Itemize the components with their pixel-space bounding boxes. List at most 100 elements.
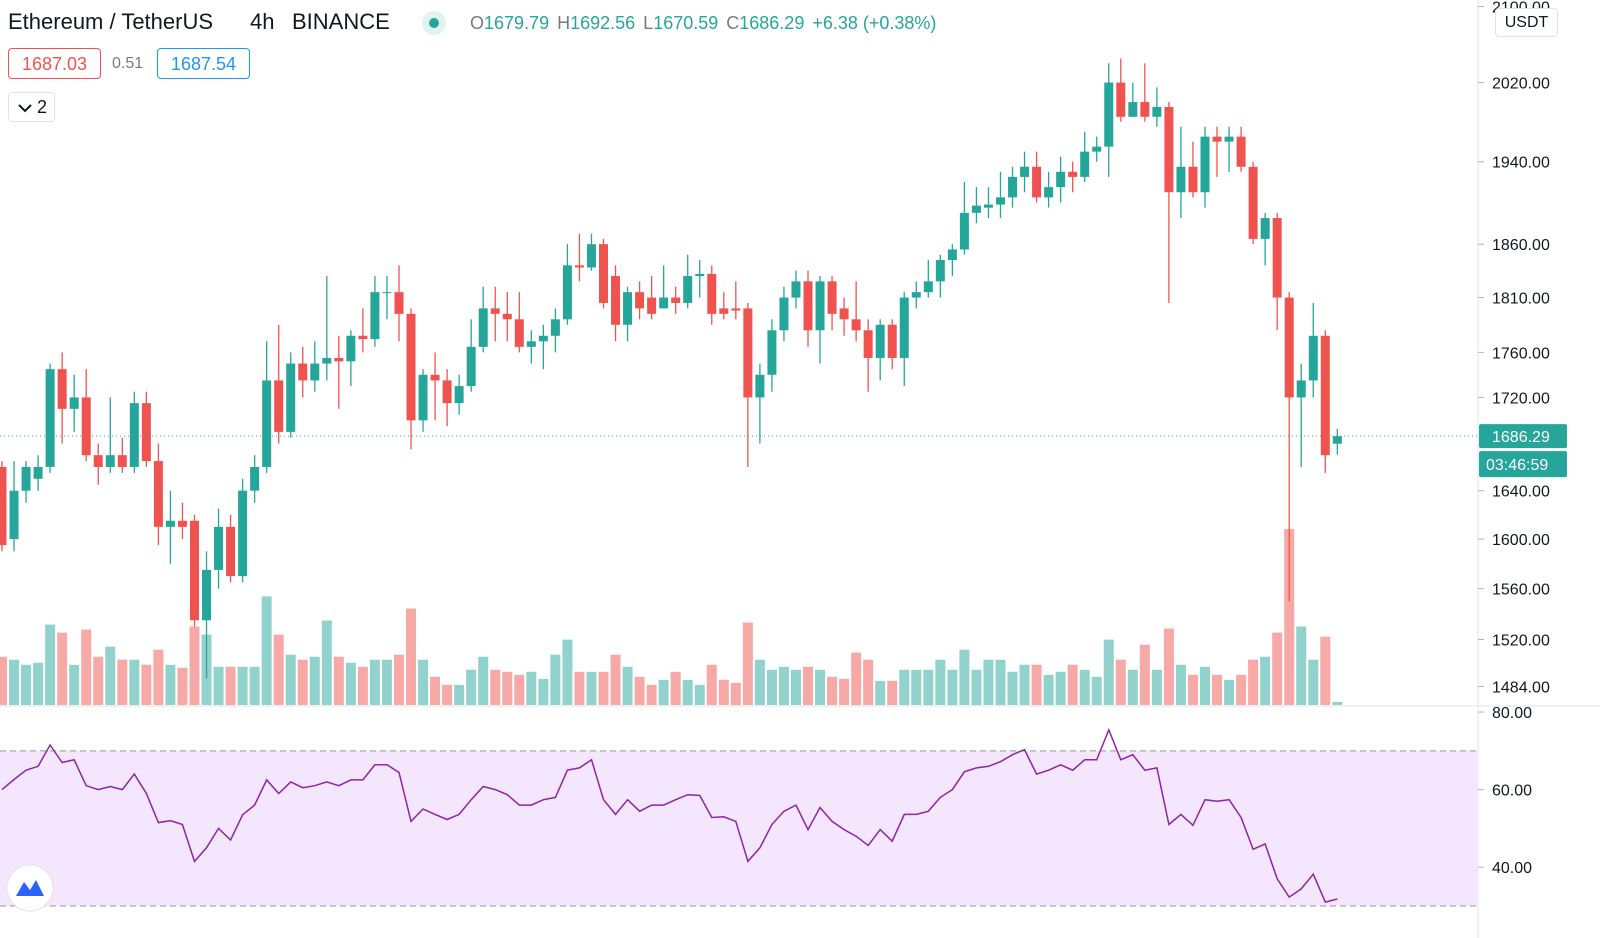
y-tick-label: 1810.00 xyxy=(1492,291,1550,308)
logo[interactable] xyxy=(6,864,54,912)
candle-body xyxy=(767,330,777,375)
volume-bar xyxy=(1260,656,1271,705)
sell-button[interactable]: 1687.03 xyxy=(8,48,101,79)
ohlc-value: 1692.56 xyxy=(570,13,636,33)
volume-bar xyxy=(1248,659,1259,705)
candle-body xyxy=(611,276,621,325)
candle-body xyxy=(250,466,260,491)
candle-body xyxy=(1044,187,1054,198)
volume-bar xyxy=(129,659,140,705)
volume-bar xyxy=(766,669,777,705)
volume-bar xyxy=(899,669,910,705)
volume-bar xyxy=(1127,669,1138,705)
volume-bar xyxy=(1236,674,1247,705)
candle-body xyxy=(226,526,236,577)
volume-bar xyxy=(851,652,862,705)
volume-bar xyxy=(706,664,717,705)
candle-body xyxy=(863,330,873,358)
volume-bar xyxy=(634,676,645,705)
volume-bar xyxy=(273,634,284,705)
volume-bar xyxy=(1043,674,1054,705)
candle-body xyxy=(177,520,187,527)
volume-bar xyxy=(333,656,344,705)
volume-bar xyxy=(153,649,164,705)
candle-body xyxy=(1212,136,1222,142)
indicator-toggle[interactable]: 2 xyxy=(8,92,55,122)
candle-body xyxy=(1140,102,1150,117)
candle-body xyxy=(1248,166,1258,239)
ohlc-letter: H xyxy=(557,13,571,33)
candle-body xyxy=(430,374,440,381)
currency-button[interactable]: USDT xyxy=(1495,8,1558,37)
candle-body xyxy=(827,281,837,314)
candle-body xyxy=(262,380,272,467)
volume-bar xyxy=(1031,664,1042,705)
volume-bar xyxy=(45,624,56,705)
candle-body xyxy=(851,319,861,331)
ohlc-letter: O xyxy=(470,13,485,33)
symbol: Ethereum / TetherUS xyxy=(8,9,214,34)
candle-body xyxy=(45,369,55,467)
candle-body xyxy=(995,197,1005,205)
volume-bar xyxy=(754,659,765,705)
y-tick-label: 1860.00 xyxy=(1492,237,1550,254)
volume-bar xyxy=(237,666,248,705)
volume-bar xyxy=(1187,674,1198,705)
candle-body xyxy=(418,374,428,421)
candle-body xyxy=(1188,166,1198,193)
candle-body xyxy=(911,292,921,298)
y-tick-label: 1484.00 xyxy=(1492,679,1550,696)
volume-bar xyxy=(490,669,501,705)
volume-bar xyxy=(249,666,260,705)
volume-bar xyxy=(1055,671,1066,705)
volume-bar xyxy=(670,671,681,705)
candle-body xyxy=(1104,82,1114,147)
candle-body xyxy=(406,313,416,421)
candle-body xyxy=(623,292,633,325)
candle-body xyxy=(1164,106,1174,193)
candle-body xyxy=(117,455,127,467)
volume-bar xyxy=(995,659,1006,705)
volume-bar xyxy=(213,666,224,705)
volume-bar xyxy=(682,679,693,705)
candle-body xyxy=(1284,297,1294,398)
y-tick-label: 2020.00 xyxy=(1492,76,1550,93)
exchange: BINANCE xyxy=(292,9,390,34)
y-tick-label: 1600.00 xyxy=(1492,532,1550,549)
candle-body xyxy=(586,244,596,268)
candle-body xyxy=(647,297,657,314)
candle-body xyxy=(9,490,19,540)
plot: 2100.002020.001940.001860.001810.001760.… xyxy=(0,0,1567,907)
candle-body xyxy=(695,273,705,277)
volume-bar xyxy=(911,669,922,705)
volume-bar xyxy=(261,596,272,705)
volume-bar xyxy=(694,684,705,705)
volume-bar xyxy=(141,664,152,705)
candle-body xyxy=(743,308,753,398)
change: +6.38 (+0.38%) xyxy=(812,13,937,33)
candle-body xyxy=(1032,166,1042,198)
volume-bar xyxy=(658,679,669,705)
volume-bar xyxy=(983,659,994,705)
y-tick-label: 1720.00 xyxy=(1492,390,1550,407)
candle-body xyxy=(0,466,7,546)
volume-bar xyxy=(430,676,441,705)
candle-body xyxy=(502,313,512,320)
volume-bar xyxy=(1091,676,1102,705)
interval: 4h xyxy=(250,9,275,34)
volume-bar xyxy=(562,639,573,705)
volume-bar xyxy=(875,680,886,705)
volume-bar xyxy=(466,669,477,705)
candle-body xyxy=(803,281,813,331)
y-tick-label: 1520.00 xyxy=(1492,632,1550,649)
candle-body xyxy=(538,335,548,342)
volume-bar xyxy=(1272,632,1283,705)
candle-body xyxy=(382,292,392,294)
volume-bar xyxy=(189,626,200,705)
candle-body xyxy=(635,292,645,309)
y-tick-label: 40.00 xyxy=(1492,860,1532,877)
buy-button[interactable]: 1687.54 xyxy=(157,48,250,79)
candle-body xyxy=(839,308,849,320)
ohlc-value: 1679.79 xyxy=(484,13,550,33)
